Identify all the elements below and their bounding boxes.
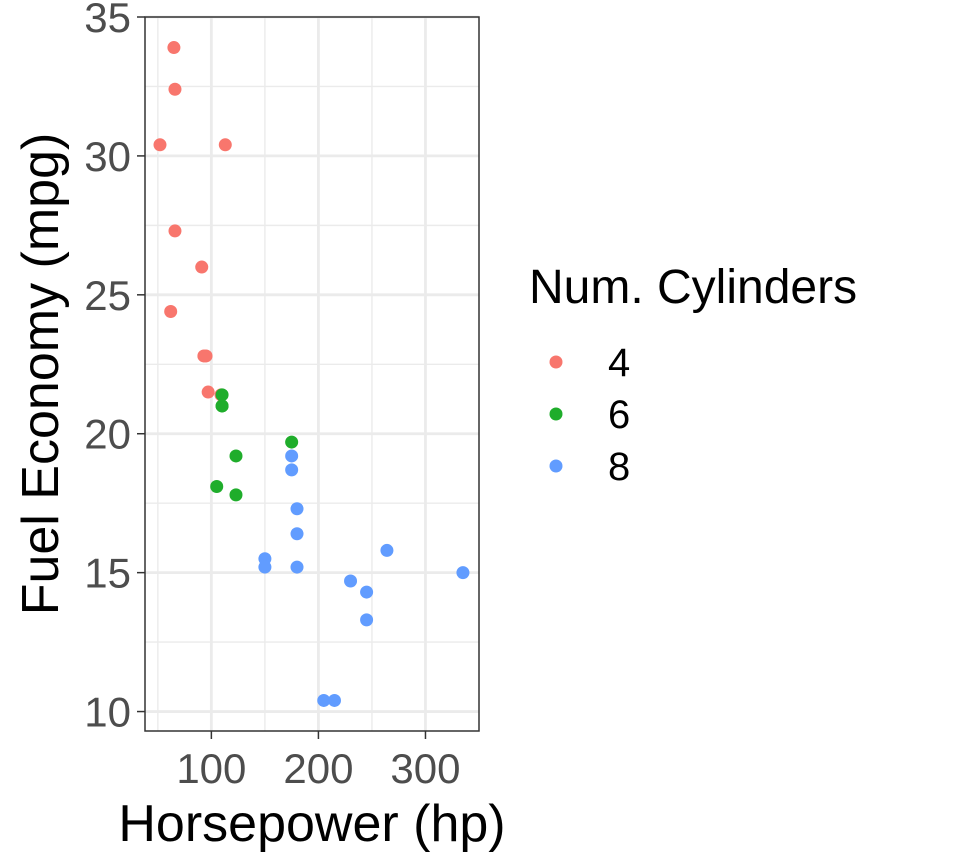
data-point-4-cyl <box>195 260 209 274</box>
data-point-4-cyl <box>164 304 178 318</box>
legend: Num. Cylinders 4 6 8 <box>529 261 857 489</box>
data-point-6-cyl <box>229 449 243 463</box>
legend-key-8 <box>549 459 563 473</box>
y-tick-labels: 10 15 20 25 30 35 <box>84 0 131 736</box>
legend-key-4 <box>549 355 563 369</box>
legend-label-6: 6 <box>608 393 630 437</box>
data-point-4-cyl <box>168 82 182 96</box>
y-tick-label: 20 <box>84 411 131 458</box>
data-point-8-cyl <box>327 693 341 707</box>
data-point-4-cyl <box>218 138 232 152</box>
axis-ticks <box>137 16 427 739</box>
gridlines <box>145 15 479 731</box>
data-point-4-cyl <box>167 41 181 55</box>
data-point-8-cyl <box>344 574 358 588</box>
data-points <box>153 41 470 707</box>
data-point-4-cyl <box>168 224 182 238</box>
data-point-8-cyl <box>258 560 272 574</box>
data-point-6-cyl <box>215 388 229 402</box>
panel-border <box>144 16 480 732</box>
data-point-4-cyl <box>153 138 167 152</box>
data-point-8-cyl <box>290 502 304 516</box>
y-tick-label: 10 <box>84 689 131 736</box>
x-tick-label: 200 <box>283 745 353 792</box>
data-point-8-cyl <box>360 585 374 599</box>
data-point-8-cyl <box>285 463 299 477</box>
legend-title: Num. Cylinders <box>529 261 857 314</box>
y-axis-title: Fuel Economy (mpg) <box>12 133 70 616</box>
y-tick-label: 25 <box>84 272 131 319</box>
data-point-8-cyl <box>290 527 304 541</box>
x-tick-label: 300 <box>390 745 460 792</box>
y-tick-label: 30 <box>84 133 131 180</box>
data-point-4-cyl <box>201 385 215 399</box>
data-point-4-cyl <box>199 349 213 363</box>
x-tick-labels: 100 200 300 <box>176 745 460 792</box>
data-point-8-cyl <box>285 449 299 463</box>
legend-label-4: 4 <box>608 341 630 385</box>
data-point-8-cyl <box>317 693 331 707</box>
x-tick-label: 100 <box>176 745 246 792</box>
data-point-6-cyl <box>215 399 229 413</box>
legend-key-6 <box>549 407 563 421</box>
x-axis-title: Horsepower (hp) <box>118 795 505 853</box>
y-tick-label: 15 <box>84 550 131 597</box>
data-point-8-cyl <box>290 560 304 574</box>
legend-items: 4 6 8 <box>549 341 630 489</box>
data-point-6-cyl <box>229 488 243 502</box>
data-point-6-cyl <box>210 480 224 494</box>
data-point-8-cyl <box>456 566 470 580</box>
legend-label-8: 8 <box>608 445 630 489</box>
y-tick-label: 35 <box>84 0 131 41</box>
data-point-6-cyl <box>285 435 299 449</box>
data-point-8-cyl <box>360 613 374 627</box>
data-point-8-cyl <box>380 543 394 557</box>
